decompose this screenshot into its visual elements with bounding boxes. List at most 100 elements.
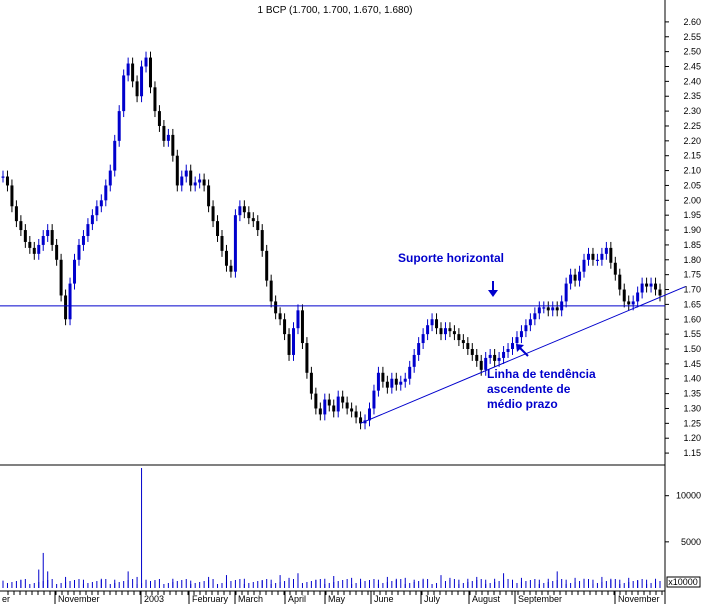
price-tick-label: 1.90 xyxy=(683,225,701,235)
price-bar-body xyxy=(484,357,488,370)
price-bar-body xyxy=(309,372,313,394)
price-tick-label: 1.50 xyxy=(683,344,701,354)
time-tick-label: February xyxy=(192,594,229,604)
price-tick-label: 1.15 xyxy=(683,448,701,458)
time-tick-label: June xyxy=(374,594,394,604)
price-bar-body xyxy=(193,182,197,186)
price-bar-body xyxy=(122,75,126,112)
price-bar-body xyxy=(283,319,287,335)
support-label: Suporte horizontal xyxy=(398,251,504,265)
time-tick-label: November xyxy=(58,594,100,604)
price-bar-body xyxy=(23,230,27,242)
price-bar-body xyxy=(256,221,260,231)
trend-line xyxy=(360,286,686,424)
price-tick-label: 2.35 xyxy=(683,91,701,101)
price-tick-label: 2.30 xyxy=(683,106,701,116)
price-bar-body xyxy=(19,221,23,231)
volume-tick-label: 5000 xyxy=(681,537,701,547)
price-bar-body xyxy=(336,396,340,412)
price-bar-body xyxy=(640,283,644,293)
price-bar-body xyxy=(573,274,577,281)
price-bar-body xyxy=(645,283,649,287)
price-tick-label: 1.20 xyxy=(683,433,701,443)
price-bar-body xyxy=(95,206,99,216)
price-bar-body xyxy=(14,206,18,222)
price-bar-body xyxy=(341,396,345,403)
price-bar-body xyxy=(399,381,403,385)
price-bar-body xyxy=(430,319,434,326)
price-tick-label: 1.30 xyxy=(683,403,701,413)
price-bar-body xyxy=(113,140,117,171)
price-bar-body xyxy=(582,259,586,272)
price-bar-body xyxy=(408,366,412,379)
trend-lines xyxy=(0,286,686,424)
price-bar-body xyxy=(394,378,398,385)
price-tick-label: 2.40 xyxy=(683,76,701,86)
price-bar-body xyxy=(515,337,519,344)
price-bar-body xyxy=(524,325,528,332)
price-bar-body xyxy=(126,63,130,76)
price-bar-body xyxy=(332,405,336,412)
price-bar-body xyxy=(654,283,658,290)
price-bar-body xyxy=(613,262,617,275)
price-tick-label: 2.45 xyxy=(683,62,701,72)
price-bar-body xyxy=(238,206,242,216)
price-bar-body xyxy=(551,307,555,311)
price-bar-body xyxy=(5,176,9,186)
time-tick-label: 2003 xyxy=(144,594,164,604)
price-bar-body xyxy=(41,236,45,245)
price-tick-label: 1.85 xyxy=(683,240,701,250)
price-bar-body xyxy=(636,292,640,302)
price-bar-body xyxy=(140,66,144,97)
price-tick-label: 1.75 xyxy=(683,270,701,280)
price-bar-body xyxy=(108,170,112,186)
time-tick-label: May xyxy=(328,594,346,604)
price-bar-body xyxy=(426,325,430,335)
price-tick-label: 2.50 xyxy=(683,47,701,57)
price-bar-body xyxy=(90,215,94,225)
price-bar-body xyxy=(595,259,599,261)
price-bar-body xyxy=(157,111,161,126)
price-bar-body xyxy=(242,206,246,213)
price-bar-body xyxy=(189,170,193,186)
price-bar-body xyxy=(148,57,152,88)
price-bar-body xyxy=(50,230,54,245)
price-bar-body xyxy=(497,357,501,361)
price-bar-body xyxy=(300,310,304,344)
time-tick-label: July xyxy=(424,594,441,604)
volume-tick-label: 10000 xyxy=(676,491,701,501)
support-arrow-head-icon xyxy=(488,290,498,297)
price-bar-body xyxy=(475,354,479,361)
price-bar-body xyxy=(443,328,447,335)
price-bar-body xyxy=(211,206,215,222)
price-tick-label: 1.95 xyxy=(683,210,701,220)
price-bar-body xyxy=(359,417,363,424)
price-bar-body xyxy=(117,111,121,141)
price-bar-body xyxy=(618,274,622,290)
price-bar-body xyxy=(578,271,582,281)
price-bar-body xyxy=(519,331,523,338)
price-bar-body xyxy=(55,244,59,260)
price-bar-body xyxy=(251,218,255,222)
price-bar-body xyxy=(278,313,282,320)
price-bar-body xyxy=(586,253,590,260)
price-bar-body xyxy=(604,247,608,254)
price-bar-body xyxy=(144,57,148,67)
trend-arrow-head-icon xyxy=(516,344,524,352)
trend-label-line: Linha de tendência xyxy=(487,367,596,381)
price-bar-body xyxy=(220,236,224,251)
price-tick-label: 1.80 xyxy=(683,255,701,265)
price-bar-body xyxy=(1,176,5,178)
price-bar-body xyxy=(184,170,188,177)
price-bar-body xyxy=(305,343,309,373)
price-tick-label: 1.70 xyxy=(683,285,701,295)
trend-arrow-icon xyxy=(519,347,529,357)
price-bar-body xyxy=(435,319,439,329)
price-bar-body xyxy=(448,328,452,332)
price-bar-body xyxy=(68,283,72,320)
price-tick-label: 1.35 xyxy=(683,389,701,399)
price-bar-body xyxy=(73,259,77,284)
price-bar-body xyxy=(421,334,425,344)
volume-axis: 10000 5000 x10000 xyxy=(665,491,701,588)
